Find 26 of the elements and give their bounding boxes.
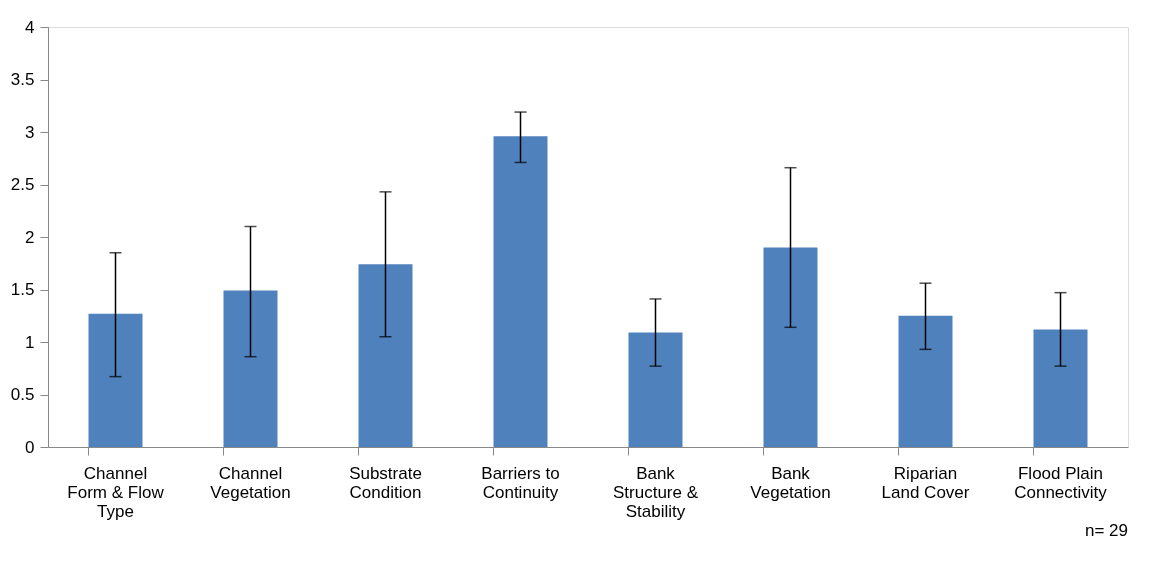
bar: [1033, 329, 1088, 447]
x-tick-label: Bank Vegetation: [750, 463, 831, 502]
bar: [628, 332, 683, 447]
x-tick-label: Riparian Land Cover: [881, 463, 970, 502]
y-tick-label: 0.5: [10, 385, 35, 404]
y-tick-label: 2: [25, 227, 35, 247]
y-tick-label: 3: [25, 122, 35, 142]
x-tick-label: Substrate Condition: [349, 463, 422, 502]
y-tick-label: 1.5: [10, 280, 35, 299]
bar: [88, 313, 143, 447]
x-tick-label: Flood Plain Connectivity: [1014, 463, 1108, 502]
bar: [898, 315, 953, 447]
y-tick-label: 4: [25, 17, 35, 37]
y-tick-label: 0: [25, 437, 35, 457]
x-tick-label: Barriers to Continuity: [481, 463, 560, 502]
bar: [493, 136, 548, 447]
x-tick-label: Bank Structure & Stability: [612, 463, 699, 521]
bar: [763, 247, 818, 447]
y-tick-label: 1: [25, 332, 35, 352]
y-tick-label: 3.5: [10, 70, 35, 89]
bar: [223, 290, 278, 447]
text: n= 29: [1084, 521, 1128, 540]
bar: [358, 264, 413, 447]
x-tick-label: Channel Vegetation: [210, 463, 291, 502]
y-tick-label: 2.5: [10, 175, 35, 194]
x-tick-label: Channel Form & Flow Type: [67, 463, 165, 521]
